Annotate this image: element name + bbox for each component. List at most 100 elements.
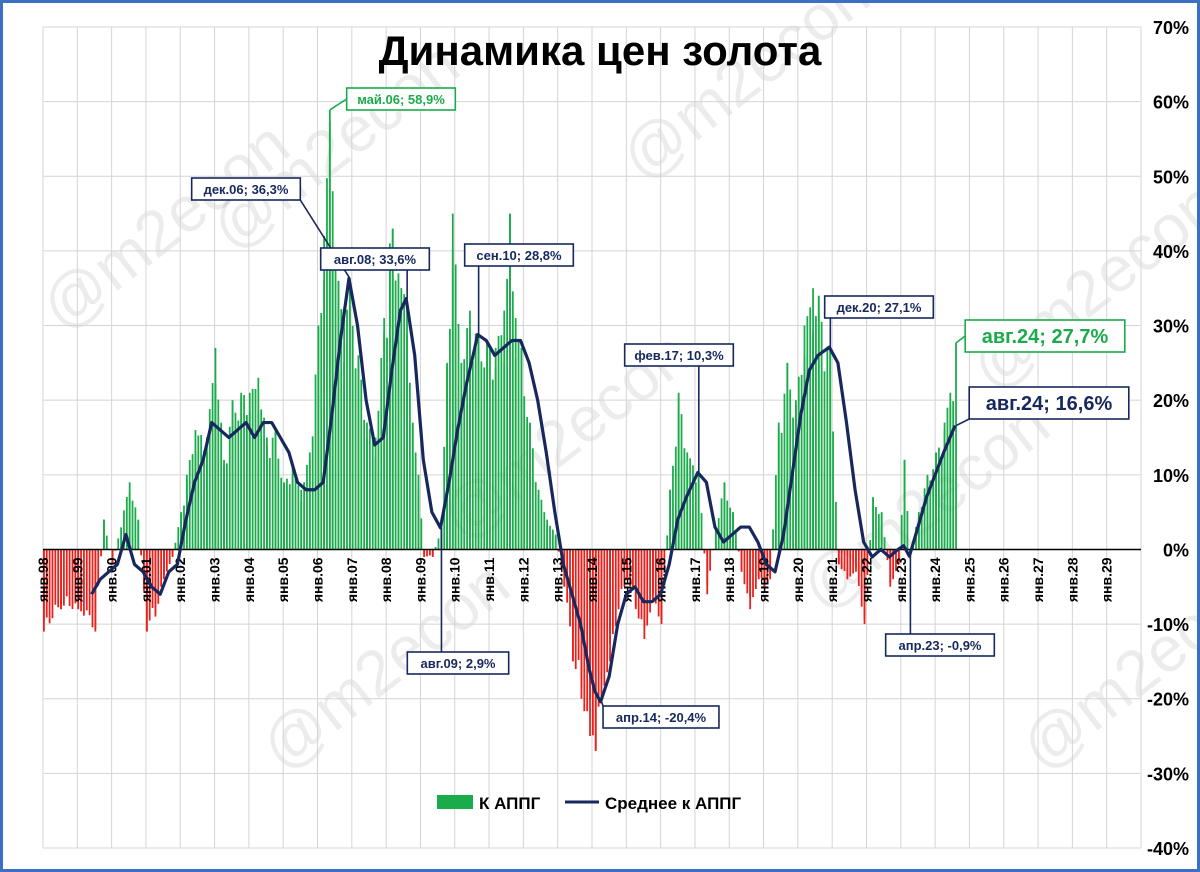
bar bbox=[840, 549, 843, 570]
bar bbox=[434, 546, 437, 550]
bar bbox=[374, 437, 377, 550]
bar bbox=[463, 359, 466, 550]
x-tick-label: янв.99 bbox=[69, 557, 85, 602]
legend-bar-swatch bbox=[437, 795, 473, 809]
bar bbox=[320, 313, 323, 550]
bar bbox=[43, 549, 45, 632]
y-tick-label: 70% bbox=[1153, 18, 1189, 38]
bar bbox=[368, 428, 371, 550]
bar bbox=[789, 389, 792, 550]
gold-price-chart: @m2econ@m2econ@m2econ@m2econ@m2econ@m2ec… bbox=[27, 3, 1197, 859]
annotation-box bbox=[345, 87, 457, 111]
bar bbox=[263, 417, 265, 550]
bar bbox=[694, 482, 697, 550]
bar bbox=[657, 549, 660, 617]
x-tick-label: янв.00 bbox=[104, 557, 120, 602]
bar bbox=[652, 549, 654, 602]
x-tick-label: янв.13 bbox=[550, 557, 566, 602]
bar bbox=[51, 549, 54, 619]
bar bbox=[91, 549, 94, 628]
bar bbox=[469, 310, 471, 550]
bar bbox=[826, 346, 829, 550]
annotation-label: сен.10; 28,8% bbox=[476, 248, 562, 263]
bar bbox=[700, 513, 703, 550]
annotation-label: авг.24; 27,7% bbox=[982, 326, 1109, 348]
bar bbox=[852, 549, 854, 574]
bar bbox=[165, 549, 168, 572]
bar bbox=[157, 549, 160, 604]
bar bbox=[217, 399, 220, 550]
bar bbox=[234, 412, 237, 550]
bar bbox=[48, 549, 51, 624]
bar bbox=[386, 337, 388, 550]
annotation-box bbox=[884, 633, 996, 657]
bar bbox=[226, 463, 228, 550]
bar bbox=[363, 419, 366, 550]
bar bbox=[460, 362, 463, 550]
bar bbox=[211, 383, 214, 550]
bar bbox=[812, 288, 814, 550]
bar bbox=[514, 318, 517, 550]
annotation-label: авг.08; 33,6% bbox=[334, 252, 417, 267]
bar bbox=[846, 549, 849, 580]
bar bbox=[620, 549, 623, 590]
bar bbox=[111, 549, 114, 565]
bar bbox=[734, 532, 737, 550]
bar bbox=[154, 549, 157, 617]
bar bbox=[366, 422, 368, 550]
bar bbox=[125, 496, 128, 550]
bar bbox=[632, 549, 634, 590]
bar bbox=[900, 514, 903, 550]
bar bbox=[380, 358, 383, 550]
bar bbox=[517, 339, 520, 550]
bar bbox=[637, 549, 640, 619]
bar bbox=[949, 392, 952, 550]
bar bbox=[429, 549, 431, 556]
y-tick-label: 0% bbox=[1163, 540, 1189, 560]
x-tick-label: янв.22 bbox=[859, 557, 875, 602]
bar bbox=[760, 549, 763, 579]
bar bbox=[892, 549, 895, 580]
x-tick-label: янв.07 bbox=[344, 557, 360, 602]
bar bbox=[400, 288, 403, 550]
bar bbox=[614, 549, 617, 627]
bar bbox=[600, 549, 603, 702]
bar bbox=[260, 409, 263, 550]
bar bbox=[523, 396, 526, 550]
bar bbox=[920, 507, 923, 550]
bar bbox=[274, 430, 277, 550]
legend-bar-label: К АППГ bbox=[479, 794, 541, 813]
bar bbox=[446, 362, 448, 550]
bar bbox=[326, 178, 328, 550]
bar bbox=[926, 474, 929, 550]
bar bbox=[437, 538, 440, 550]
bar bbox=[71, 549, 74, 610]
bar bbox=[300, 489, 303, 550]
bar bbox=[720, 498, 723, 550]
bar bbox=[426, 549, 428, 557]
annotation-label: апр.14; -20,4% bbox=[616, 710, 707, 725]
bar bbox=[551, 529, 554, 550]
bar bbox=[191, 454, 194, 550]
bar bbox=[486, 340, 488, 550]
bar bbox=[354, 368, 357, 550]
bar bbox=[257, 377, 260, 550]
bar bbox=[105, 535, 108, 550]
bar bbox=[777, 422, 780, 550]
bar bbox=[68, 549, 71, 607]
bar bbox=[237, 420, 240, 550]
bar bbox=[732, 512, 734, 550]
x-tick-label: янв.29 bbox=[1099, 557, 1115, 602]
bar bbox=[323, 235, 325, 550]
bar bbox=[45, 549, 48, 618]
bar bbox=[246, 415, 248, 550]
y-tick-label: 40% bbox=[1153, 242, 1189, 262]
bar bbox=[549, 525, 551, 550]
bar bbox=[420, 518, 423, 550]
bar bbox=[537, 489, 540, 550]
x-tick-label: янв.20 bbox=[790, 557, 806, 602]
bar bbox=[692, 465, 694, 550]
bar bbox=[451, 213, 454, 550]
bar bbox=[835, 501, 837, 550]
bar bbox=[697, 472, 700, 550]
